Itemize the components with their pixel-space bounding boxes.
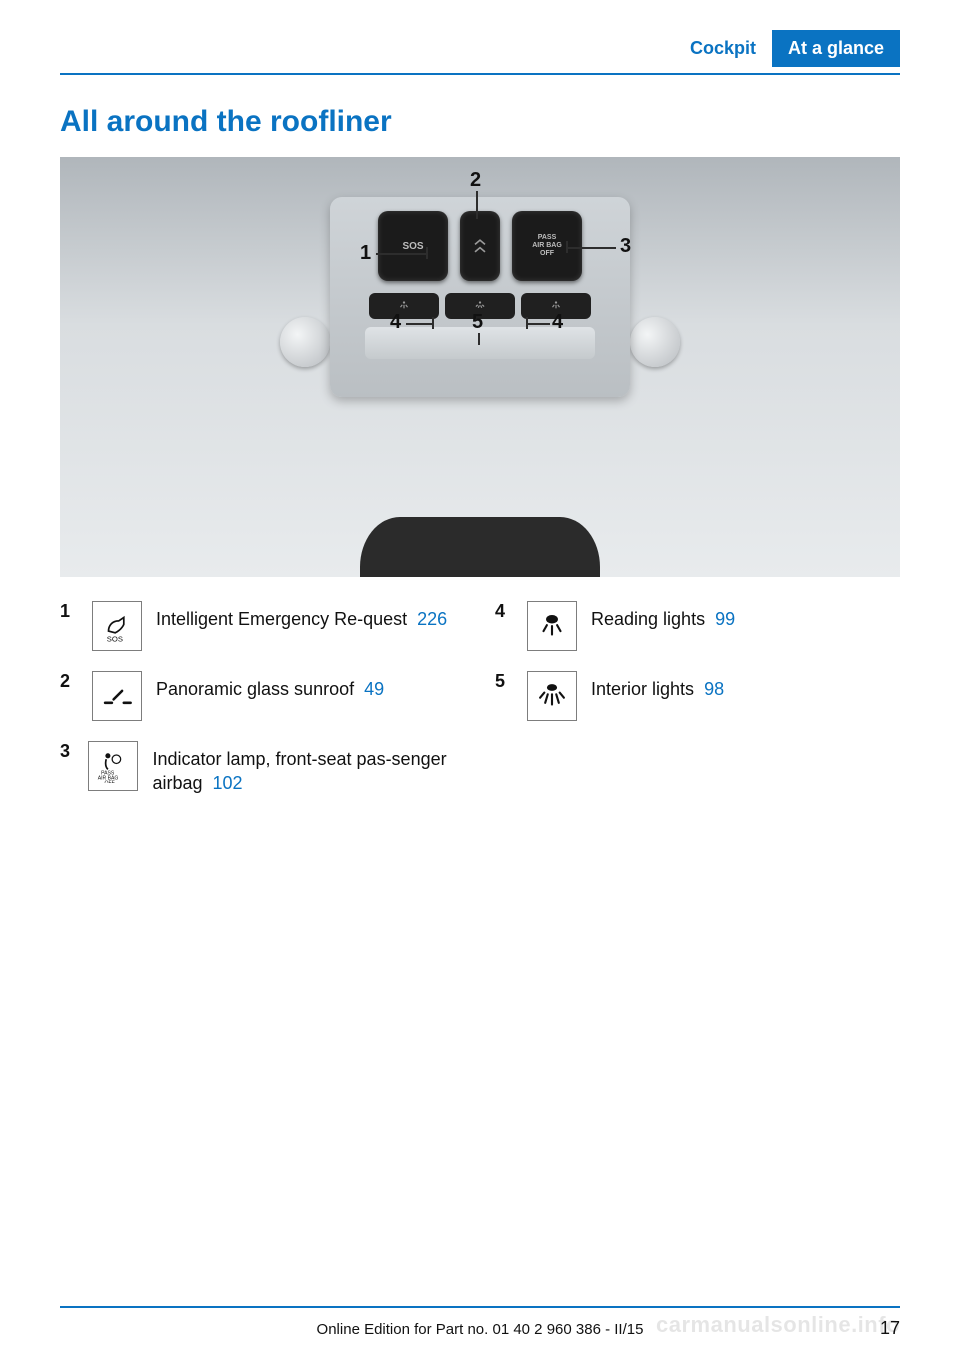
legend-item-3: 3 PASS AIR BAG OFF Indicator lamp, front…	[60, 741, 465, 796]
callout-3-tick	[566, 241, 568, 253]
reading-light-icon	[527, 601, 577, 651]
legend-num: 4	[495, 601, 513, 622]
header-tabs: Cockpit At a glance	[60, 30, 900, 67]
callout-1-line	[376, 253, 426, 255]
legend-item-2: 2 Panoramic glass sunroof 49	[60, 671, 465, 721]
airbag-off-icon: PASS AIR BAG OFF	[88, 741, 138, 791]
legend-item-1: 1 SOS Intelligent Emergency Re‐quest 226	[60, 601, 465, 651]
airbag-line1: PASS	[532, 234, 562, 242]
callout-5-tick	[478, 333, 480, 345]
callout-4l-tick	[432, 317, 434, 329]
legend-label: Interior lights	[591, 679, 694, 699]
legend-label: Intelligent Emergency Re‐quest	[156, 609, 407, 629]
callout-4-right: 4	[552, 311, 563, 334]
callout-3: 3	[620, 235, 631, 258]
interior-light-icon	[527, 671, 577, 721]
edition-text: Online Edition for Part no. 01 40 2 960 …	[60, 1321, 900, 1338]
callout-1: 1	[360, 242, 371, 265]
legend-num: 2	[60, 671, 78, 692]
legend: 1 SOS Intelligent Emergency Re‐quest 226…	[60, 601, 900, 796]
page-link[interactable]: 99	[715, 609, 735, 629]
legend-right-column: 4 Reading lights 99 5	[495, 601, 900, 796]
page-link[interactable]: 98	[704, 679, 724, 699]
legend-item-5: 5 Interior lights 98	[495, 671, 900, 721]
legend-text: Reading lights 99	[591, 601, 735, 631]
callout-4-left: 4	[390, 311, 401, 334]
legend-num: 5	[495, 671, 513, 692]
legend-left-column: 1 SOS Intelligent Emergency Re‐quest 226…	[60, 601, 465, 796]
callout-4r-tick	[526, 317, 528, 329]
callout-4r-line	[526, 323, 550, 325]
callout-4l-line	[406, 323, 432, 325]
callout-3-line	[566, 247, 616, 249]
page-number: 17	[880, 1318, 900, 1339]
airbag-indicator-graphic: PASS AIR BAG OFF	[512, 211, 582, 281]
legend-label: Panoramic glass sunroof	[156, 679, 354, 699]
tab-section: Cockpit	[674, 30, 772, 67]
reading-light-left-graphic	[280, 317, 330, 367]
footer-rule	[60, 1306, 900, 1308]
footer: 17 Online Edition for Part no. 01 40 2 9…	[60, 1306, 900, 1338]
page-link[interactable]: 226	[417, 609, 447, 629]
legend-item-4: 4 Reading lights 99	[495, 601, 900, 651]
sunroof-switch-graphic	[460, 211, 500, 281]
legend-text: Intelligent Emergency Re‐quest 226	[156, 601, 447, 631]
legend-text: Interior lights 98	[591, 671, 724, 701]
callout-2-line	[476, 191, 478, 219]
mirror-graphic	[360, 517, 600, 577]
legend-num: 3	[60, 741, 74, 762]
airbag-line3: OFF	[532, 250, 562, 258]
legend-text: Indicator lamp, front-seat pas‐senger ai…	[152, 741, 465, 796]
sos-icon: SOS	[92, 601, 142, 651]
svg-text:SOS: SOS	[107, 634, 123, 643]
tab-chapter: At a glance	[772, 30, 900, 67]
airbag-line2: AIR BAG	[532, 242, 562, 250]
sunroof-icon	[92, 671, 142, 721]
page-title: All around the roofliner	[60, 105, 900, 139]
overhead-console-graphic: SOS PASS AIR BAG OFF	[330, 197, 630, 397]
callout-5: 5	[472, 311, 483, 334]
callout-2: 2	[470, 169, 481, 192]
reading-light-right-graphic	[630, 317, 680, 367]
sos-button-graphic: SOS	[378, 211, 448, 281]
callout-1-tick	[426, 247, 428, 259]
roofliner-illustration: SOS PASS AIR BAG OFF	[60, 157, 900, 577]
header-rule	[60, 73, 900, 75]
legend-label: Reading lights	[591, 609, 705, 629]
page-link[interactable]: 49	[364, 679, 384, 699]
light-button-left-graphic	[369, 293, 439, 319]
sos-label: SOS	[402, 241, 423, 252]
legend-text: Panoramic glass sunroof 49	[156, 671, 384, 701]
page-link[interactable]: 102	[213, 773, 243, 793]
legend-num: 1	[60, 601, 78, 622]
svg-text:OFF: OFF	[105, 781, 115, 783]
legend-label: Indicator lamp, front-seat pas‐senger ai…	[152, 749, 446, 793]
